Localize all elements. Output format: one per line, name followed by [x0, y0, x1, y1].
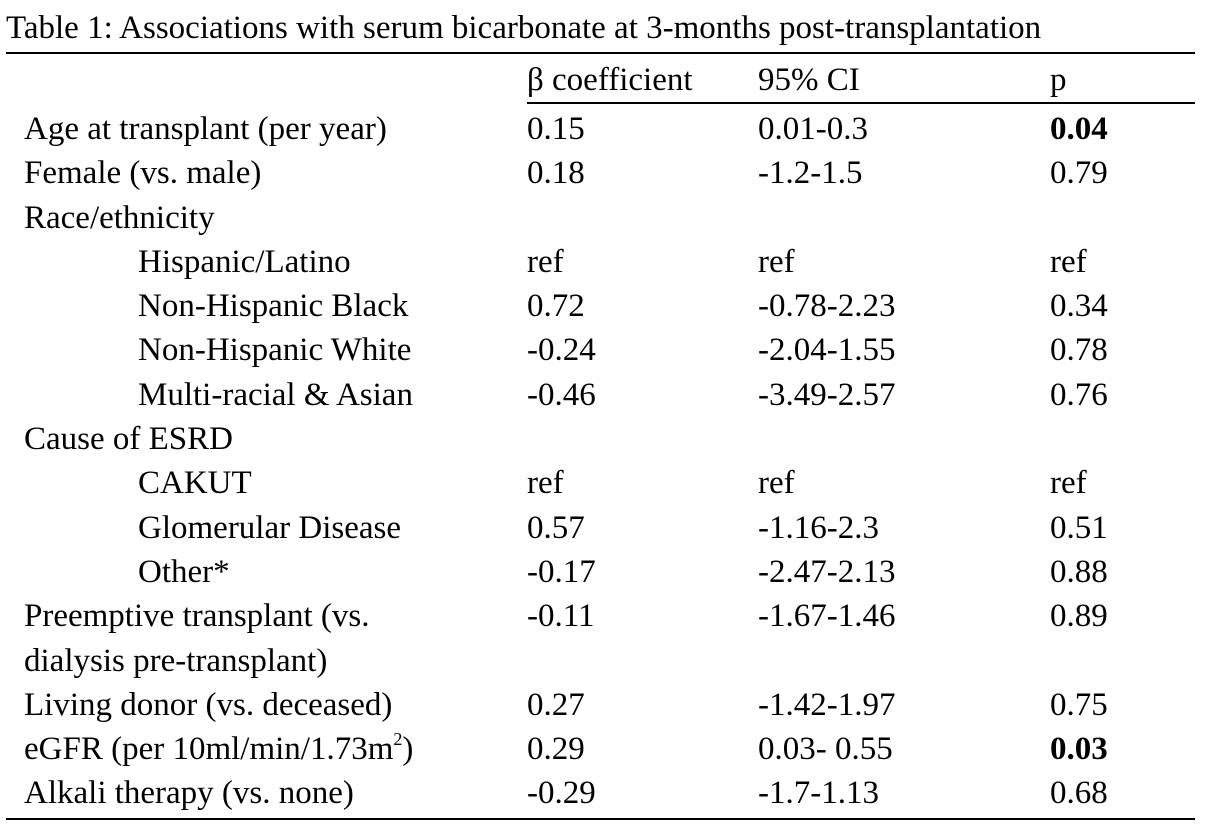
table-row: Hispanic/Latino ref ref ref: [0, 240, 1230, 284]
beta-cell: -0.24: [527, 332, 596, 369]
beta-cell: -0.11: [527, 598, 595, 635]
row-label: Female (vs. male): [24, 151, 261, 195]
p-value-cell: 0.68: [1050, 775, 1108, 812]
row-label-text: Other*: [138, 553, 230, 590]
table-row: Non-Hispanic Black 0.72 -0.78-2.23 0.34: [0, 284, 1230, 328]
row-label-text: eGFR (per 10ml/min/1.73m: [24, 731, 394, 768]
table-row: Non-Hispanic White -0.24 -2.04-1.55 0.78: [0, 328, 1230, 372]
header-rule: [527, 102, 1195, 104]
row-label-text: Preemptive transplant (vs.: [24, 598, 370, 635]
header-beta-coefficient: β coefficient: [527, 62, 693, 98]
p-value-cell: 0.79: [1050, 155, 1108, 192]
row-label-text: Multi-racial & Asian: [138, 376, 413, 413]
ci-cell: -2.47-2.13: [758, 553, 896, 590]
ci-cell: ref: [758, 243, 795, 280]
table-row: Alkali therapy (vs. none) -0.29 -1.7-1.13 0…: [0, 771, 1230, 815]
ci-cell: 0.01-0.3: [758, 111, 868, 147]
table-row: Race/ethnicity: [0, 196, 1230, 240]
row-label-text: Cause of ESRD: [24, 421, 233, 458]
p-value-cell: 0.88: [1050, 553, 1108, 590]
beta-cell: 0.29: [527, 731, 585, 768]
beta-cell: 0.72: [527, 288, 585, 325]
ci-cell: ref: [758, 465, 795, 502]
beta-cell: -0.29: [527, 775, 596, 812]
p-value-cell: 0.04: [1050, 111, 1108, 147]
beta-cell: -0.17: [527, 553, 596, 590]
row-label-text: Race/ethnicity: [24, 199, 215, 236]
beta-cell: ref: [527, 465, 564, 502]
row-label: Glomerular Disease: [138, 506, 401, 550]
ci-cell: -1.42-1.97: [758, 686, 896, 723]
table-title: Table 1: Associations with serum bicarbo…: [6, 10, 1042, 46]
row-label: Alkali therapy (vs. none): [24, 771, 354, 815]
row-label: Preemptive transplant (vs.: [24, 594, 370, 638]
ci-cell: -3.49-2.57: [758, 376, 896, 413]
ci-cell: 0.03- 0.55: [758, 731, 893, 768]
row-label: Cause of ESRD: [24, 417, 233, 461]
ci-cell: -2.04-1.55: [758, 332, 896, 369]
row-label-text: Age at transplant (per year): [24, 111, 387, 147]
row-label-text: dialysis pre-transplant): [24, 642, 328, 679]
row-label-text: Alkali therapy (vs. none): [24, 775, 354, 812]
beta-cell: 0.27: [527, 686, 585, 723]
p-value-cell: 0.89: [1050, 598, 1108, 635]
row-label: Non-Hispanic White: [138, 328, 411, 372]
table-row: Cause of ESRD: [0, 417, 1230, 461]
p-value-cell: 0.03: [1050, 731, 1108, 768]
row-label: eGFR (per 10ml/min/1.73m2): [24, 727, 413, 771]
table-body: Age at transplant (per year) 0.15 0.01-0.3…: [0, 107, 1230, 816]
row-label-superscript: 2: [393, 729, 403, 750]
row-label: Other*: [138, 550, 230, 594]
table-row: Other* -0.17 -2.47-2.13 0.88: [0, 550, 1230, 594]
row-label-text: Female (vs. male): [24, 155, 262, 192]
header-p-value: p: [1050, 62, 1067, 98]
row-label-text: Living donor (vs. deceased): [24, 686, 393, 723]
p-value-cell: 0.78: [1050, 332, 1108, 369]
p-value-cell: ref: [1050, 465, 1087, 502]
table-row: Preemptive transplant (vs. -0.11 -1.67-1.4…: [0, 594, 1230, 638]
table-row: Living donor (vs. deceased) 0.27 -1.42-1.9…: [0, 683, 1230, 727]
table-row: Glomerular Disease 0.57 -1.16-2.3 0.51: [0, 506, 1230, 550]
table-row: Female (vs. male) 0.18 -1.2-1.5 0.79: [0, 151, 1230, 195]
p-value-cell: 0.76: [1050, 376, 1108, 413]
table-row: Multi-racial & Asian -0.46 -3.49-2.57 0.76: [0, 373, 1230, 417]
beta-cell: 0.18: [527, 155, 585, 192]
row-label: Multi-racial & Asian: [138, 373, 413, 417]
row-label-text: Non-Hispanic White: [138, 332, 412, 369]
ci-cell: -0.78-2.23: [758, 288, 896, 325]
ci-cell: -1.67-1.46: [758, 598, 896, 635]
table-row: eGFR (per 10ml/min/1.73m2) 0.29 0.03- 0.55…: [0, 727, 1230, 771]
beta-cell: -0.46: [527, 376, 596, 413]
p-value-cell: 0.51: [1050, 509, 1108, 546]
row-label-text: CAKUT: [138, 465, 252, 502]
beta-cell: 0.57: [527, 509, 585, 546]
row-label: Age at transplant (per year): [24, 107, 387, 151]
beta-cell: ref: [527, 243, 564, 280]
ci-cell: -1.2-1.5: [758, 155, 863, 192]
ci-cell: -1.16-2.3: [758, 509, 879, 546]
ci-cell: -1.7-1.13: [758, 775, 879, 812]
beta-cell: 0.15: [527, 111, 585, 147]
row-label-text: Hispanic/Latino: [138, 243, 351, 280]
table-row: dialysis pre-transplant): [0, 639, 1230, 683]
top-rule: [6, 52, 1195, 54]
row-label: Hispanic/Latino: [138, 240, 351, 284]
row-label: dialysis pre-transplant): [24, 639, 327, 683]
p-value-cell: ref: [1050, 243, 1087, 280]
bottom-rule: [6, 818, 1195, 820]
p-value-cell: 0.75: [1050, 686, 1108, 723]
table-row: CAKUT ref ref ref: [0, 461, 1230, 505]
p-value-cell: 0.34: [1050, 288, 1108, 325]
row-label: CAKUT: [138, 461, 252, 505]
row-label-text: Non-Hispanic Black: [138, 288, 409, 325]
row-label-suffix: ): [402, 731, 414, 768]
row-label: Living donor (vs. deceased): [24, 683, 392, 727]
header-95-ci: 95% CI: [758, 62, 860, 98]
table-row: Age at transplant (per year) 0.15 0.01-0.3…: [0, 107, 1230, 151]
row-label-text: Glomerular Disease: [138, 509, 401, 546]
row-label: Non-Hispanic Black: [138, 284, 408, 328]
row-label: Race/ethnicity: [24, 196, 215, 240]
